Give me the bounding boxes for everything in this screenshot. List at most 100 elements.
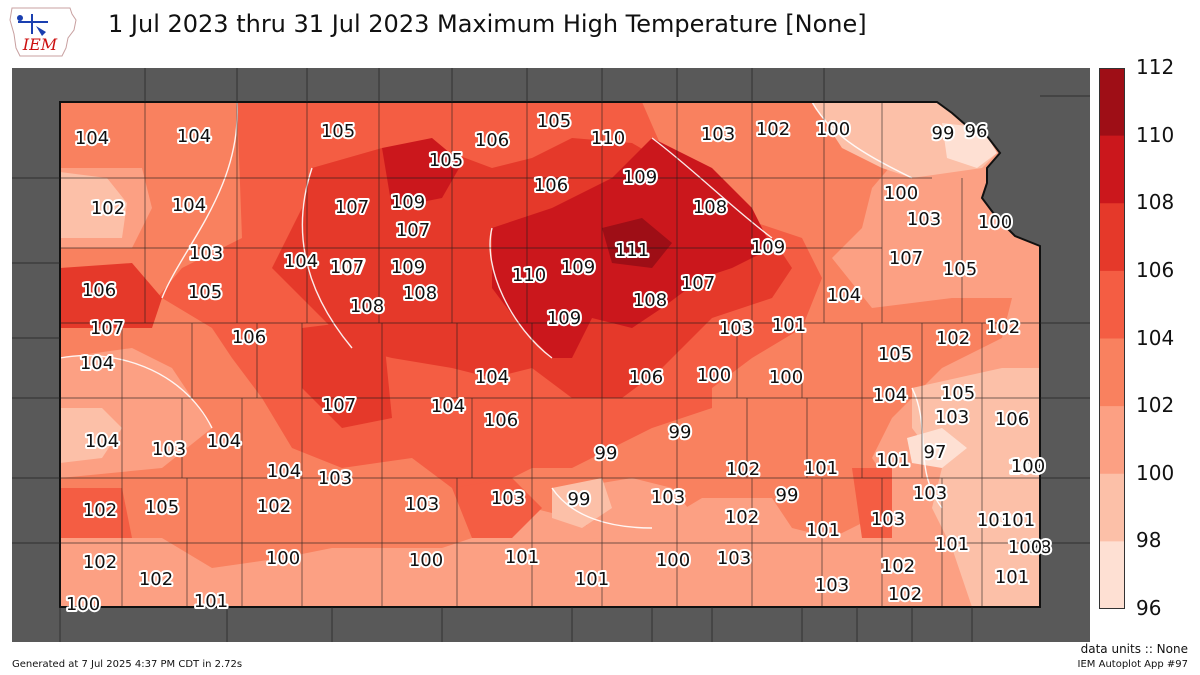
station-value: 100 xyxy=(266,548,300,569)
colorbar-bin xyxy=(1099,203,1125,272)
station-value: 107 xyxy=(331,257,365,278)
colorbar-bin xyxy=(1099,270,1125,339)
station-value: 104 xyxy=(172,195,206,216)
contour-lines xyxy=(59,101,943,529)
station-value: 108 xyxy=(693,197,727,218)
station-value: 105 xyxy=(941,383,975,404)
station-value: 109 xyxy=(561,257,595,278)
station-value: 104 xyxy=(827,285,861,306)
colorbar-bin xyxy=(1099,338,1125,407)
station-value: 107 xyxy=(681,273,715,294)
station-value: 104 xyxy=(177,126,211,147)
station-value: 109 xyxy=(751,237,785,258)
station-value: 102 xyxy=(726,459,760,480)
station-value: 99 xyxy=(776,485,799,506)
station-value: 101 xyxy=(575,569,609,590)
station-value: 105 xyxy=(145,497,179,518)
station-value: 104 xyxy=(873,385,907,406)
station-value: 104 xyxy=(284,251,318,272)
station-value: 106 xyxy=(629,367,663,388)
station-value: 101 xyxy=(194,591,228,612)
station-value: 106 xyxy=(475,130,509,151)
station-value: 102 xyxy=(91,198,125,219)
station-value: 107 xyxy=(322,395,356,416)
station-value: 104 xyxy=(267,461,301,482)
station-value: 96 xyxy=(965,121,988,142)
station-value: 101 xyxy=(935,534,969,555)
station-value: 101 xyxy=(772,315,806,336)
station-value: 102 xyxy=(986,317,1020,338)
colorbar-tick-label: 96 xyxy=(1136,596,1162,620)
app-label: IEM Autoplot App #97 xyxy=(1077,659,1188,670)
station-value: 105 xyxy=(943,259,977,280)
station-value: 109 xyxy=(391,257,425,278)
colorbar-bin xyxy=(1099,68,1125,137)
station-value: 101 xyxy=(806,520,840,541)
station-value: 101 xyxy=(876,450,910,471)
station-value: 102 xyxy=(756,119,790,140)
station-value: 108 xyxy=(633,290,667,311)
station-value: 107 xyxy=(335,197,369,218)
station-value: 103 xyxy=(651,487,685,508)
colorbar-tick-label: 98 xyxy=(1136,528,1162,553)
station-value: 104 xyxy=(431,396,465,417)
station-value: 106 xyxy=(484,410,518,431)
station-value: 105 xyxy=(188,282,222,303)
colorbar-tick-label: 106 xyxy=(1136,257,1175,282)
station-value: 102 xyxy=(888,584,922,605)
station-value: 105 xyxy=(537,111,571,132)
colorbar-tick-label: 104 xyxy=(1136,325,1175,350)
colorbar-tick-label: 108 xyxy=(1136,190,1175,215)
station-value: 103 xyxy=(701,124,735,145)
map-title: 1 Jul 2023 thru 31 Jul 2023 Maximum High… xyxy=(108,10,867,38)
station-value: 110 xyxy=(591,128,625,149)
station-value: 102 xyxy=(139,569,173,590)
station-value: 100 xyxy=(1011,456,1045,477)
colorbar-bin xyxy=(1099,406,1125,475)
outside-county-lines xyxy=(12,68,1090,642)
station-value: 100 xyxy=(409,550,443,571)
county-lines xyxy=(59,102,1040,607)
station-value: 109 xyxy=(547,308,581,329)
station-value: 107 xyxy=(330,257,364,278)
station-value: 98 xyxy=(1029,537,1052,558)
station-value: 97 xyxy=(924,442,947,463)
station-value: 101 xyxy=(995,567,1029,588)
station-value: 104 xyxy=(85,431,119,452)
station-value: 106 xyxy=(534,175,568,196)
station-value: 106 xyxy=(82,280,116,301)
station-value: 100 xyxy=(816,119,850,140)
station-value: 99 xyxy=(568,489,591,510)
station-value: 99 xyxy=(932,123,955,144)
colorbar-bin xyxy=(1099,135,1125,204)
station-value: 103 xyxy=(719,318,753,339)
station-value: 103 xyxy=(152,439,186,460)
station-value: 102 xyxy=(83,552,117,573)
station-value: 99 xyxy=(669,422,692,443)
station-value: 104 xyxy=(75,128,109,149)
station-value: 101 xyxy=(1001,510,1035,531)
station-labels: 104 104 105 106 105 110 103 102 100 99 96 105 102 104… xyxy=(64,109,1054,617)
station-value: 104 xyxy=(475,367,509,388)
colorbar xyxy=(1099,68,1125,609)
station-value: 103 xyxy=(189,243,223,264)
station-value: 105 xyxy=(429,150,463,171)
station-value: 102 xyxy=(936,328,970,349)
station-value: 100 xyxy=(656,550,690,571)
station-value: 109 xyxy=(391,192,425,213)
colorbar-tick-label: 100 xyxy=(1136,460,1175,485)
station-value: 103 xyxy=(977,510,1011,531)
station-value: 100 xyxy=(697,365,731,386)
colorbar-tick-label: 112 xyxy=(1136,55,1175,79)
logo-text: IEM xyxy=(22,35,58,54)
colorbar-tick-label: 102 xyxy=(1136,393,1175,418)
station-value: 100 xyxy=(1011,456,1045,477)
state-border xyxy=(59,101,1041,608)
station-value: 104 xyxy=(80,353,114,374)
station-value: 100 xyxy=(884,183,918,204)
station-value: 102 xyxy=(881,556,915,577)
station-value: 107 xyxy=(90,318,124,339)
station-value: 105 xyxy=(878,344,912,365)
station-value: 103 xyxy=(871,509,905,530)
station-value: 103 xyxy=(405,494,439,515)
